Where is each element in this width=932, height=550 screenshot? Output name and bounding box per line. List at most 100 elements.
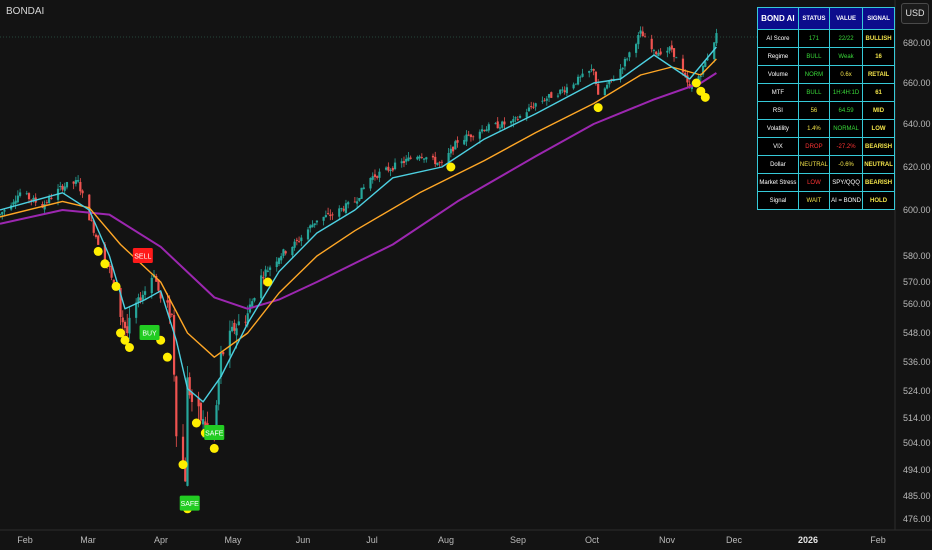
candle-body xyxy=(353,201,356,203)
candle-body xyxy=(543,100,546,102)
candle-body xyxy=(603,88,606,96)
candle-body xyxy=(454,141,457,150)
price-tick-label: 485.00 xyxy=(903,491,931,501)
candle-body xyxy=(550,92,553,98)
candle-body xyxy=(487,124,490,131)
price-tick-label: 570.00 xyxy=(903,277,931,287)
candle-body xyxy=(532,106,535,108)
candle-body xyxy=(362,187,365,189)
candle-body xyxy=(65,181,69,188)
candle-body xyxy=(137,297,140,303)
candle-body xyxy=(94,234,98,237)
candle-body xyxy=(45,202,48,204)
signal-dot xyxy=(700,92,710,102)
row-signal: 61 xyxy=(862,83,895,102)
candle-body xyxy=(190,392,194,402)
candle-body xyxy=(436,162,439,166)
row-signal: BEARISH xyxy=(862,173,895,192)
candle-body xyxy=(706,58,709,61)
candle-body xyxy=(545,98,548,101)
table-row: AI Score 171 22/22 BULLISH xyxy=(757,29,895,48)
table-header-signal: SIGNAL xyxy=(862,7,895,30)
signal-dot xyxy=(111,281,121,291)
row-status: 1.4% xyxy=(797,119,830,138)
table-row: RSI 56 64.59 MID xyxy=(757,101,895,120)
candle-body xyxy=(451,146,455,152)
row-label: Signal xyxy=(757,191,799,210)
time-tick-label: Mar xyxy=(80,535,96,545)
candle-body xyxy=(342,208,345,211)
time-tick-label: Jun xyxy=(296,535,311,545)
signal-dot xyxy=(209,443,219,453)
signal-badge xyxy=(139,325,160,340)
row-signal: LOW xyxy=(862,119,895,138)
currency-button[interactable]: USD xyxy=(901,3,929,24)
candle-body xyxy=(659,51,662,55)
time-tick-label: Apr xyxy=(154,535,168,545)
candle-body xyxy=(393,162,397,170)
candle-body xyxy=(699,76,702,77)
candle-body xyxy=(641,31,644,37)
signal-dot xyxy=(162,352,172,362)
candle-body xyxy=(266,270,269,272)
candle-body xyxy=(356,201,359,204)
candle-body xyxy=(501,121,504,128)
candle-body xyxy=(420,157,423,158)
signal-badge-label: BUY xyxy=(142,331,157,338)
candle-body xyxy=(92,220,95,233)
candle-body xyxy=(72,181,75,184)
candle-body xyxy=(371,176,374,180)
ema-fast-line xyxy=(0,46,717,403)
table-row: Signal WAIT AI = BOND HOLD xyxy=(757,191,895,210)
table-row: Market Stress LOW SPY/QQQ BEARISH xyxy=(757,173,895,192)
candle-body xyxy=(315,220,319,223)
candle-body xyxy=(670,45,673,50)
candle-body xyxy=(369,177,372,189)
candle-body xyxy=(311,224,314,228)
row-status: LOW xyxy=(797,173,830,192)
candle-body xyxy=(59,186,62,188)
time-tick-label: Sep xyxy=(510,535,526,545)
candle-body xyxy=(338,208,341,217)
candle-body xyxy=(576,76,580,85)
candle-body xyxy=(1,211,4,215)
signal-badge xyxy=(204,425,225,440)
candle-body xyxy=(387,166,390,171)
candle-body xyxy=(219,353,223,377)
row-signal: NEUTRAL xyxy=(862,155,895,174)
candle-body xyxy=(639,30,642,34)
candle-body xyxy=(97,235,100,245)
row-value: Weak xyxy=(828,47,864,66)
candle-body xyxy=(496,121,499,129)
candle-body xyxy=(686,75,689,83)
candle-body xyxy=(668,47,671,51)
candle-body xyxy=(27,193,31,200)
candle-body xyxy=(282,249,285,256)
candle-body xyxy=(590,69,593,71)
candle-body xyxy=(391,167,394,171)
candle-body xyxy=(512,119,515,123)
candle-body xyxy=(637,34,640,45)
candle-body xyxy=(199,402,202,421)
row-signal: BEARISH xyxy=(862,137,895,156)
candle-body xyxy=(284,251,287,254)
candle-body xyxy=(456,140,459,143)
table-row: Regime BULL Weak 16 xyxy=(757,47,895,66)
candle-body xyxy=(61,185,64,190)
signal-badge-label: SAFE xyxy=(181,501,200,508)
signal-dot xyxy=(178,460,188,470)
candle-body xyxy=(251,301,254,307)
time-tick-label: Aug xyxy=(438,535,454,545)
ema-slow-line xyxy=(0,72,717,310)
candle-body xyxy=(465,134,468,142)
row-status: WAIT xyxy=(797,191,830,210)
row-status: BULL xyxy=(797,83,830,102)
candle-body xyxy=(621,67,624,70)
candle-body xyxy=(418,156,421,159)
candle-body xyxy=(126,326,129,334)
candle-body xyxy=(79,181,82,192)
candle-body xyxy=(434,156,437,165)
candle-body xyxy=(422,158,426,160)
signal-badge-label: SAFE xyxy=(205,431,224,438)
candle-body xyxy=(498,127,502,129)
